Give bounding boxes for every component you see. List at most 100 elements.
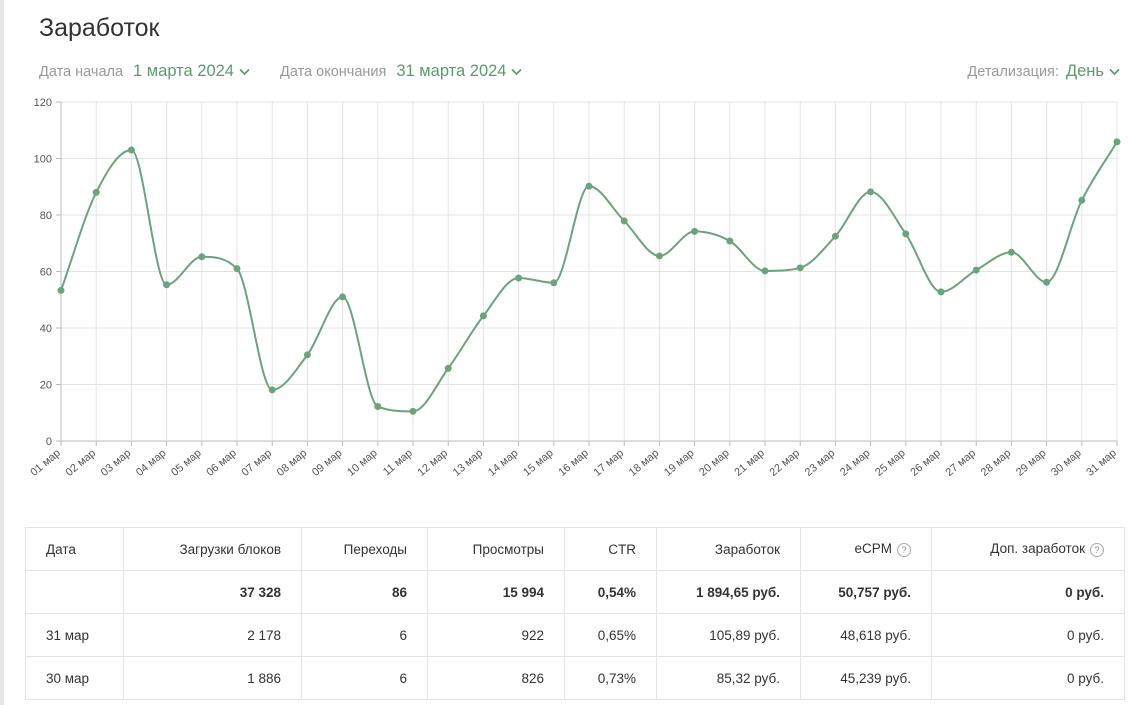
column-header-extra-earnings[interactable]: Доп. заработок?: [931, 527, 1125, 571]
table-header-row: Дата Загрузки блоков Переходы Просмотры …: [25, 527, 1125, 571]
data-point[interactable]: [902, 230, 910, 238]
data-point[interactable]: [1007, 248, 1015, 256]
x-tick-label: 15 мар: [521, 447, 556, 479]
table-cell: 2 178: [123, 613, 302, 657]
data-point[interactable]: [831, 232, 839, 240]
totals-cell: 0 руб.: [931, 570, 1125, 614]
column-header-ecpm[interactable]: eCPM?: [800, 527, 932, 571]
data-point[interactable]: [57, 286, 65, 294]
x-tick-label: 22 мар: [768, 447, 803, 479]
data-point[interactable]: [339, 293, 347, 301]
data-point[interactable]: [761, 267, 769, 275]
x-tick-label: 04 мар: [134, 447, 169, 479]
x-tick-label: 13 мар: [451, 447, 486, 479]
column-header-views[interactable]: Просмотры: [427, 527, 565, 571]
data-point[interactable]: [937, 288, 945, 296]
totals-cell: 37 328: [123, 570, 302, 614]
series-points: [57, 138, 1121, 415]
y-tick-label: 120: [34, 97, 52, 109]
y-tick-label: 80: [40, 210, 52, 222]
chart-x-axis: 01 мар 02 мар 03 мар 04 мар 05 мар 06 мар 07 м…: [28, 441, 1119, 479]
x-tick-label: 03 мар: [99, 447, 134, 479]
x-tick-label: 17 мар: [592, 447, 627, 479]
data-point[interactable]: [585, 182, 593, 190]
y-tick-label: 20: [40, 380, 52, 392]
data-point[interactable]: [409, 407, 417, 415]
data-point[interactable]: [1078, 196, 1086, 204]
table-cell: 0,65%: [564, 613, 657, 657]
page-title: Заработок: [39, 14, 160, 42]
data-point[interactable]: [374, 403, 382, 411]
x-tick-label: 18 мар: [627, 447, 662, 479]
x-tick-label: 23 мар: [803, 447, 838, 479]
data-point[interactable]: [1113, 138, 1121, 146]
totals-cell: 50,757 руб.: [800, 570, 932, 614]
column-header-date[interactable]: Дата: [25, 527, 124, 571]
end-date-label: Дата окончания: [280, 63, 387, 80]
y-tick-label: 0: [46, 436, 52, 448]
data-point[interactable]: [268, 386, 276, 394]
data-point[interactable]: [515, 274, 523, 282]
column-header-extra-earnings-label: Доп. заработок: [990, 541, 1085, 556]
chart-grid: [60, 101, 1118, 442]
data-point[interactable]: [163, 281, 171, 289]
data-point[interactable]: [796, 264, 804, 272]
detail-dropdown[interactable]: День: [1066, 62, 1120, 81]
data-point[interactable]: [655, 252, 663, 260]
data-point[interactable]: [92, 188, 100, 196]
data-point[interactable]: [620, 217, 628, 225]
table-cell: 0 руб.: [931, 656, 1125, 700]
data-point[interactable]: [550, 279, 558, 287]
column-header-block-loads[interactable]: Загрузки блоков: [123, 527, 302, 571]
filters-bar: Дата начала 1 марта 2024 Дата окончания …: [0, 62, 1142, 88]
x-tick-label: 10 мар: [345, 447, 380, 479]
data-point[interactable]: [1043, 278, 1051, 286]
question-circle-icon[interactable]: ?: [1090, 543, 1104, 557]
x-tick-label: 01 мар: [28, 447, 63, 479]
table-cell: 0,73%: [564, 656, 657, 700]
totals-cell: 86: [301, 570, 428, 614]
x-tick-label: 08 мар: [275, 447, 310, 479]
data-point[interactable]: [867, 188, 875, 196]
data-point[interactable]: [691, 227, 699, 235]
chevron-down-icon: [511, 68, 523, 76]
start-date-label: Дата начала: [39, 63, 124, 80]
column-header-ctr[interactable]: CTR: [564, 527, 657, 571]
data-point[interactable]: [726, 237, 734, 245]
start-date-filter: Дата начала 1 марта 2024: [39, 62, 250, 81]
data-point[interactable]: [479, 312, 487, 320]
table-cell: 31 мар: [25, 613, 124, 657]
x-tick-label: 26 мар: [908, 447, 943, 479]
data-point[interactable]: [233, 265, 241, 273]
data-point[interactable]: [127, 146, 135, 154]
table-cell: 826: [427, 656, 565, 700]
totals-cell: 1 894,65 руб.: [656, 570, 801, 614]
table-cell: 6: [301, 656, 428, 700]
table-row: 31 мар 2 178 6 922 0,65% 105,89 руб. 48,…: [25, 613, 1125, 657]
detail-value: День: [1065, 62, 1104, 80]
totals-cell: [25, 570, 124, 614]
x-tick-label: 31 мар: [1084, 447, 1119, 479]
data-point[interactable]: [303, 351, 311, 359]
table-cell: 85,32 руб.: [656, 656, 801, 700]
table-cell: 45,239 руб.: [800, 656, 932, 700]
start-date-dropdown[interactable]: 1 марта 2024: [133, 62, 250, 81]
end-date-dropdown[interactable]: 31 марта 2024: [396, 62, 523, 81]
y-tick-label: 40: [40, 323, 52, 335]
y-tick-label: 100: [34, 154, 52, 166]
data-point[interactable]: [972, 266, 980, 274]
x-tick-label: 07 мар: [240, 447, 275, 479]
x-tick-label: 09 мар: [310, 447, 345, 479]
data-point[interactable]: [198, 253, 206, 261]
table-cell: 922: [427, 613, 565, 657]
column-header-clicks[interactable]: Переходы: [301, 527, 428, 571]
data-point[interactable]: [444, 364, 452, 372]
table-cell: 48,618 руб.: [800, 613, 932, 657]
x-tick-label: 19 мар: [662, 447, 697, 479]
x-tick-label: 29 мар: [1014, 447, 1049, 479]
detail-label: Детализация:: [967, 63, 1059, 80]
y-tick-label: 60: [40, 267, 52, 279]
column-header-earnings[interactable]: Заработок: [656, 527, 801, 571]
question-circle-icon[interactable]: ?: [897, 543, 911, 557]
x-tick-label: 02 мар: [64, 447, 99, 479]
